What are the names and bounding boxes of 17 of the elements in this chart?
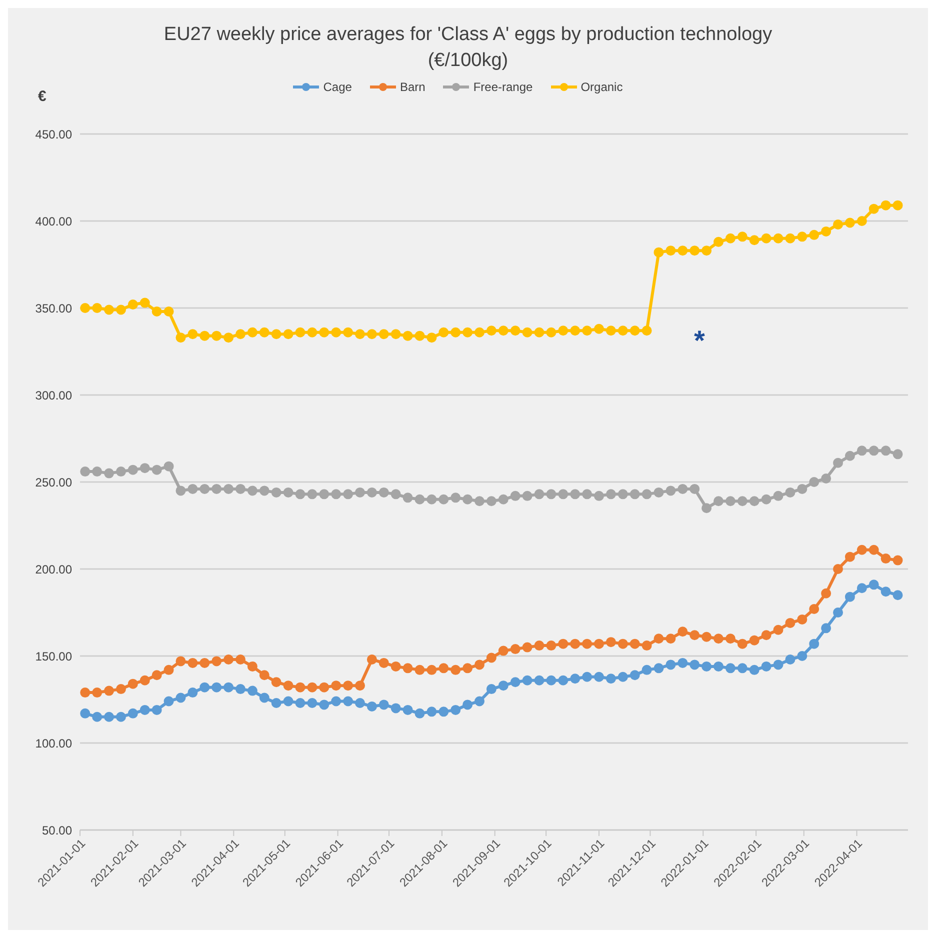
y-tick-label: 150.00 [35, 649, 72, 664]
y-tick-label: 250.00 [35, 475, 72, 490]
y-tick-label: 400.00 [35, 214, 72, 228]
y-axis-title: € [38, 88, 46, 105]
y-tick-label: 50.00 [42, 823, 72, 838]
chart-title: EU27 weekly price averages for 'Class A' eggs by production technology [162, 23, 774, 47]
legend-label: Barn [398, 80, 426, 94]
legend-label: Cage [322, 80, 352, 94]
y-tick-label: 350.00 [35, 301, 72, 316]
legend-label: Organic [580, 80, 623, 94]
y-tick-label: 100.00 [35, 736, 72, 750]
chart-subtitle: (€/100kg) [426, 49, 510, 73]
annotation: * [694, 325, 705, 357]
y-tick-label: 300.00 [35, 388, 72, 402]
y-tick-label: 450.00 [35, 127, 72, 142]
legend-label: Free-range [472, 80, 533, 94]
y-tick-label: 200.00 [35, 562, 72, 576]
